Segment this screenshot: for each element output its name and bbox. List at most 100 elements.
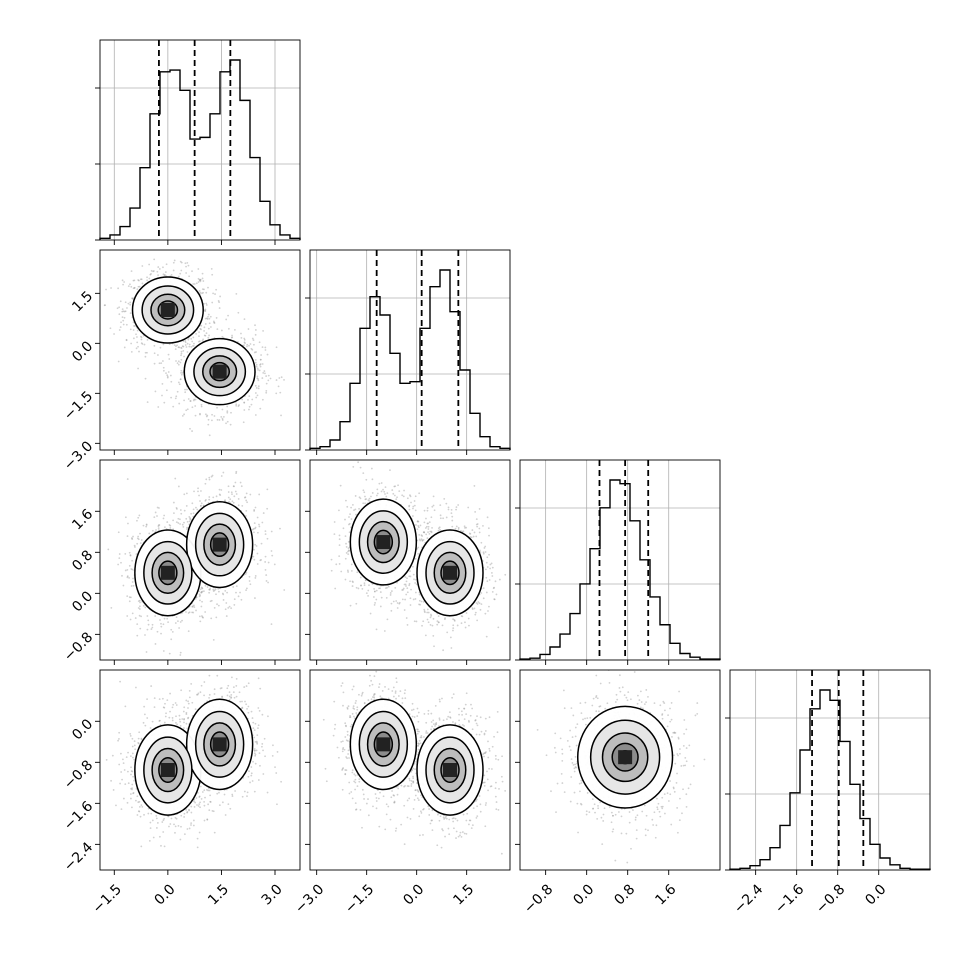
scatter-point [225,602,228,604]
scatter-point [402,589,404,591]
scatter-point [130,537,133,539]
scatter-point [152,270,155,272]
scatter-point [233,604,236,606]
scatter-point [256,394,259,397]
scatter-point [233,485,235,488]
histogram-step [309,269,511,450]
scatter-point [261,346,264,349]
scatter-point [208,334,210,337]
scatter-point [220,489,223,491]
scatter-point [168,358,171,360]
scatter-point [160,362,163,365]
scatter-point [129,554,132,556]
scatter-point [379,605,382,608]
scatter-point [471,529,474,531]
scatter-point [230,607,233,610]
scatter-point [132,329,135,331]
scatter-point [264,555,267,558]
scatter-point [191,611,193,614]
scatter-point [197,268,200,270]
scatter-point [179,378,182,381]
scatter-point [176,390,179,393]
scatter-point [179,621,182,623]
scatter-point [181,414,184,417]
scatter-point [200,324,203,327]
scatter-point [200,328,202,331]
scatter-point [401,598,404,601]
scatter-point [107,548,110,551]
scatter-point [192,344,195,347]
scatter-point [182,525,185,528]
scatter-point [175,345,177,348]
scatter-point [203,330,205,332]
scatter-point [154,390,157,393]
scatter-point [267,374,270,377]
scatter-point [204,499,207,502]
scatter-point [406,591,409,594]
scatter-point [345,552,348,554]
scatter-point [206,414,209,417]
scatter-point [233,328,236,331]
scatter-point [204,334,207,337]
scatter-point [178,346,181,349]
scatter-point [178,402,181,405]
scatter-point [224,499,226,502]
scatter-point [129,618,132,621]
scatter-point [124,301,127,304]
scatter-point [375,494,378,497]
scatter-point [389,469,391,472]
scatter-point [234,481,237,484]
scatter-point [364,502,366,505]
scatter-point [134,325,136,327]
scatter-point [133,287,136,289]
scatter-point [201,587,204,590]
scatter-point [190,512,193,515]
scatter-point [184,340,187,342]
scatter-point [446,631,449,634]
scatter-point [371,492,374,494]
scatter-point [347,550,349,553]
scatter-point [365,592,368,595]
scatter-point [156,515,158,517]
scatter-point [364,495,366,498]
scatter-point [464,526,466,529]
scatter-point [390,590,393,592]
scatter-point [135,553,138,556]
scatter-point [200,403,203,406]
scatter-point [253,509,256,511]
scatter-point [240,336,243,339]
scatter-point [203,326,206,329]
scatter-point [168,652,171,655]
scatter-point [213,606,216,609]
scatter-point [480,603,483,606]
scatter-point [198,593,201,596]
scatter-point [177,381,180,384]
scatter-point [177,275,180,278]
scatter-point [237,311,240,314]
scatter-point [137,535,140,538]
scatter-point [338,544,341,547]
scatter-point [138,350,140,353]
scatter-point [338,555,341,558]
scatter-point [254,329,257,331]
scatter-point [258,369,261,372]
scatter-point [486,516,489,519]
scatter-point [121,316,124,319]
scatter-point [129,312,132,315]
scatter-point [412,507,414,510]
scatter-point [179,260,182,263]
scatter-point [191,406,194,409]
scatter-point [415,583,418,586]
scatter-point [144,355,147,358]
scatter-point [125,323,128,326]
scatter-point [266,537,269,540]
scatter-point [205,332,208,335]
scatter-point [122,310,125,313]
scatter-point [485,561,488,564]
scatter-point [354,495,357,497]
scatter-point [131,568,134,571]
scatter-point [118,329,121,331]
scatter-point [177,522,180,524]
scatter-point [130,351,133,353]
